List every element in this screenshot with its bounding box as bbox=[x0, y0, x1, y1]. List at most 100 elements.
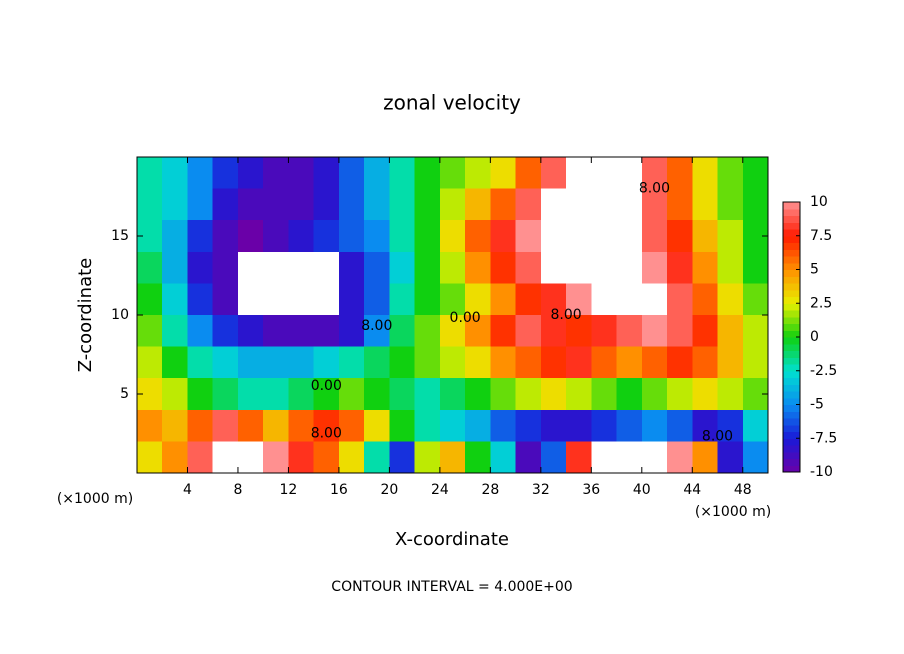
heat-cell bbox=[212, 188, 239, 221]
heat-cell bbox=[641, 409, 668, 442]
heat-cell bbox=[692, 441, 719, 474]
colorbar-step bbox=[783, 404, 800, 412]
heat-cell bbox=[616, 283, 643, 316]
heat-cell bbox=[490, 441, 517, 474]
contour-label: 8.00 bbox=[550, 307, 581, 323]
x-tick-label: 8 bbox=[233, 482, 242, 498]
heat-cell bbox=[717, 346, 744, 379]
heat-cell bbox=[667, 378, 693, 411]
heat-cell bbox=[364, 346, 390, 379]
heat-cell bbox=[616, 157, 643, 190]
heat-cell bbox=[338, 441, 365, 474]
colorbar-step bbox=[783, 202, 800, 210]
heat-cell bbox=[439, 157, 466, 190]
heat-cell bbox=[616, 441, 643, 474]
heat-cell bbox=[212, 157, 239, 190]
heat-cell bbox=[717, 378, 744, 411]
y-tick-label: 15 bbox=[111, 228, 129, 244]
heat-cell bbox=[641, 315, 668, 348]
x-tick-label: 40 bbox=[633, 482, 651, 498]
heat-cell bbox=[263, 378, 290, 411]
heat-cell bbox=[288, 157, 315, 190]
heat-cell bbox=[364, 378, 390, 411]
heat-cell bbox=[389, 157, 416, 190]
heat-cell bbox=[591, 378, 618, 411]
heat-cell bbox=[414, 441, 441, 474]
colorbar-step bbox=[783, 262, 800, 270]
colorbar-step bbox=[783, 229, 800, 237]
x-tick-label: 44 bbox=[683, 482, 701, 498]
heat-cell bbox=[237, 441, 264, 474]
heat-cell bbox=[313, 157, 340, 190]
heat-cell bbox=[187, 157, 214, 190]
heat-cell bbox=[439, 378, 466, 411]
heat-cell bbox=[364, 157, 390, 190]
colorbar-step bbox=[783, 296, 800, 304]
colorbar-step bbox=[783, 411, 800, 419]
heat-cell bbox=[212, 346, 239, 379]
heat-cell bbox=[591, 315, 618, 348]
x-tick-label: 4 bbox=[183, 482, 192, 498]
heat-cell bbox=[616, 251, 643, 284]
heat-cell bbox=[187, 441, 214, 474]
colorbar-tick-label: -2.5 bbox=[810, 363, 837, 379]
colorbar-step bbox=[783, 222, 800, 230]
heat-cell bbox=[641, 346, 668, 379]
heat-cell bbox=[389, 441, 416, 474]
colorbar-step bbox=[783, 431, 800, 439]
heat-cell bbox=[490, 251, 517, 284]
x-tick-label: 16 bbox=[330, 482, 348, 498]
heat-cell bbox=[515, 346, 542, 379]
heat-cell bbox=[540, 346, 567, 379]
heat-cell bbox=[439, 220, 466, 253]
heat-cell bbox=[667, 220, 693, 253]
heat-cell bbox=[540, 157, 567, 190]
heat-cell bbox=[187, 378, 214, 411]
heat-cell bbox=[338, 378, 365, 411]
heat-cell bbox=[540, 283, 567, 316]
heat-cell bbox=[237, 157, 264, 190]
heat-cell bbox=[490, 188, 517, 221]
heat-cell bbox=[566, 409, 592, 442]
contour-label: 0.00 bbox=[450, 310, 481, 326]
heat-cell bbox=[641, 441, 668, 474]
heat-cell bbox=[667, 315, 693, 348]
heat-cell bbox=[137, 188, 163, 221]
heat-cell bbox=[414, 378, 441, 411]
heat-cell bbox=[364, 220, 390, 253]
colorbar-step bbox=[783, 323, 800, 331]
heat-cell bbox=[667, 251, 693, 284]
heat-cell bbox=[313, 188, 340, 221]
heat-cell bbox=[263, 441, 290, 474]
heat-cell bbox=[187, 188, 214, 221]
heat-cell bbox=[389, 315, 416, 348]
heat-cell bbox=[364, 315, 390, 348]
heat-cell bbox=[263, 315, 290, 348]
contour-label: 8.00 bbox=[361, 318, 392, 334]
heat-cell bbox=[641, 251, 668, 284]
heat-cell bbox=[263, 283, 290, 316]
heat-cell bbox=[515, 157, 542, 190]
heat-cell bbox=[288, 441, 315, 474]
heat-cell bbox=[591, 220, 618, 253]
colorbar-step bbox=[783, 438, 800, 446]
heat-cell bbox=[591, 409, 618, 442]
heat-cell bbox=[137, 346, 163, 379]
heat-cell bbox=[338, 315, 365, 348]
heat-cell bbox=[439, 315, 466, 348]
heat-cell bbox=[414, 157, 441, 190]
heat-cell bbox=[490, 157, 517, 190]
heat-cell bbox=[439, 441, 466, 474]
heat-cell bbox=[742, 441, 769, 474]
heat-cell bbox=[717, 251, 744, 284]
colorbar-step bbox=[783, 276, 800, 284]
heat-cell bbox=[465, 283, 491, 316]
colorbar-step bbox=[783, 256, 800, 264]
heat-cell bbox=[162, 220, 189, 253]
heat-cell bbox=[692, 188, 719, 221]
colorbar-step bbox=[783, 316, 800, 324]
heat-cell bbox=[692, 378, 719, 411]
heat-cell bbox=[742, 188, 769, 221]
heat-cell bbox=[338, 346, 365, 379]
